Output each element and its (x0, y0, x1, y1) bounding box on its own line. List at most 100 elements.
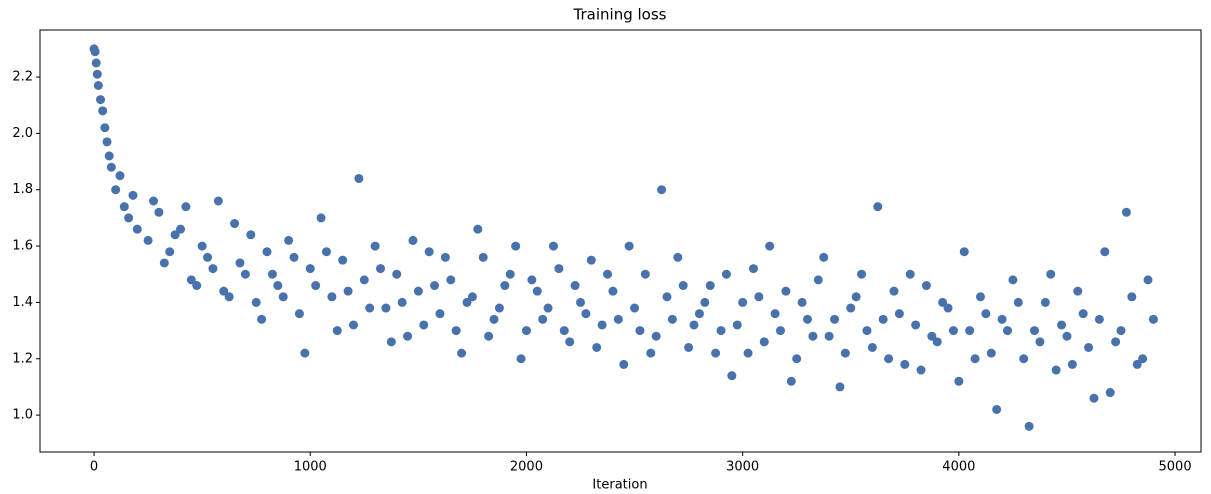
point (1008, 275, 1018, 285)
point (1067, 359, 1077, 369)
point (128, 190, 138, 200)
point (1127, 292, 1137, 302)
point (192, 281, 202, 291)
point (289, 252, 299, 262)
point (727, 371, 737, 381)
point (484, 331, 494, 341)
point (997, 314, 1007, 324)
point (797, 297, 807, 307)
point (408, 235, 418, 245)
point (748, 264, 758, 274)
point (1051, 365, 1061, 375)
point (92, 69, 102, 79)
point (435, 309, 445, 319)
point (246, 230, 256, 240)
point (176, 224, 186, 234)
point (613, 314, 623, 324)
point (262, 247, 272, 257)
point (403, 331, 413, 341)
point (424, 247, 434, 257)
point (311, 281, 321, 291)
point (651, 331, 661, 341)
point (803, 314, 813, 324)
point (267, 269, 277, 279)
point (327, 292, 337, 302)
point (392, 269, 402, 279)
point (159, 258, 169, 268)
point (527, 275, 537, 285)
point (1084, 342, 1094, 352)
point (705, 281, 715, 291)
x-tick-label: 1000 (294, 460, 327, 475)
point (824, 331, 834, 341)
point (884, 354, 894, 364)
point (300, 348, 310, 358)
point (467, 292, 477, 302)
point (1094, 314, 1104, 324)
point (975, 292, 985, 302)
point (181, 202, 191, 212)
point (711, 348, 721, 358)
point (500, 281, 510, 291)
point (646, 348, 656, 358)
point (143, 235, 153, 245)
point (1089, 393, 1099, 403)
point (370, 241, 380, 251)
point (959, 247, 969, 257)
point (559, 326, 569, 336)
point (365, 303, 375, 313)
point (1121, 207, 1131, 217)
point (635, 326, 645, 336)
point (165, 247, 175, 257)
point (1057, 320, 1067, 330)
point (830, 314, 840, 324)
point (197, 241, 207, 251)
point (1078, 309, 1088, 319)
point (1062, 331, 1072, 341)
point (343, 286, 353, 296)
point (149, 196, 159, 206)
point (759, 337, 769, 347)
point (381, 303, 391, 313)
y-tick-label: 2.2 (12, 70, 33, 85)
point (457, 348, 467, 358)
point (689, 320, 699, 330)
point (586, 255, 596, 265)
point (911, 320, 921, 330)
point (489, 314, 499, 324)
point (938, 297, 948, 307)
chart-title: Training loss (573, 6, 667, 24)
point (316, 213, 326, 223)
point (240, 269, 250, 279)
point (808, 331, 818, 341)
y-tick-label: 2.0 (12, 126, 33, 141)
point (1013, 297, 1023, 307)
point (124, 213, 134, 223)
x-axis-label: Iteration (592, 478, 647, 493)
point (927, 331, 937, 341)
point (251, 297, 261, 307)
point (321, 247, 331, 257)
point (170, 230, 180, 240)
point (981, 309, 991, 319)
point (630, 303, 640, 313)
point (446, 275, 456, 285)
point (813, 275, 823, 285)
point (678, 281, 688, 291)
point (213, 196, 223, 206)
x-tick-label: 5000 (1159, 460, 1192, 475)
point (430, 281, 440, 291)
point (992, 404, 1002, 414)
point (111, 185, 121, 195)
point (700, 297, 710, 307)
point (765, 241, 775, 251)
point (440, 252, 450, 262)
point (359, 275, 369, 285)
point (770, 309, 780, 319)
point (294, 309, 304, 319)
point (640, 269, 650, 279)
point (462, 297, 472, 307)
point (900, 359, 910, 369)
point (819, 252, 829, 262)
